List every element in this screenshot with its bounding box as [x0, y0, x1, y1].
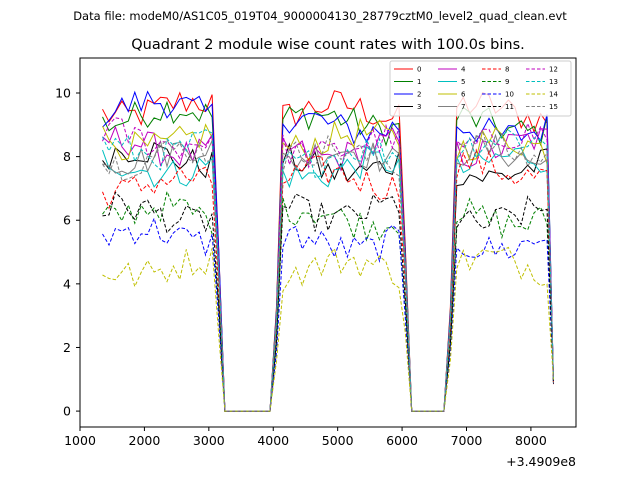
series-line-14 — [102, 246, 554, 412]
chart-suptitle: Data file: modeM0/AS1C05_019T04_90000041… — [73, 9, 567, 23]
legend-label-5: 5 — [461, 78, 465, 86]
axis-layer: 1000 2000 3000 4000 5000 6000 7000 8000 0 2 4 6 8 10 — [55, 85, 547, 448]
legend-label-8: 8 — [505, 66, 509, 74]
legend-label-14: 14 — [549, 91, 558, 99]
legend-label-0: 0 — [417, 66, 421, 74]
legend-label-12: 12 — [549, 66, 558, 74]
series-line-10 — [102, 217, 554, 412]
x-axis-offset-label: +3.4909e8 — [506, 454, 576, 469]
x-tick-label: 3000 — [193, 433, 225, 448]
y-tick-label: 2 — [63, 340, 71, 355]
y-tick-label: 0 — [63, 404, 71, 419]
legend-label-2: 2 — [417, 91, 421, 99]
legend-label-4: 4 — [461, 66, 466, 74]
series-line-13 — [102, 129, 554, 412]
series-line-9 — [102, 189, 554, 412]
legend-label-6: 6 — [461, 91, 466, 99]
legend-box — [389, 60, 572, 117]
x-tick-label: 2000 — [129, 433, 161, 448]
x-tick-label: 4000 — [257, 433, 289, 448]
legend-label-3: 3 — [417, 103, 421, 111]
x-tick-label: 1000 — [64, 433, 96, 448]
series-layer — [102, 90, 554, 412]
series-line-11 — [102, 191, 554, 412]
plot-frame — [79, 57, 577, 428]
legend-label-10: 10 — [505, 91, 514, 99]
legend-label-11: 11 — [505, 103, 514, 111]
y-tick-label: 4 — [63, 276, 71, 291]
y-tick-label: 6 — [63, 213, 71, 228]
y-tick-label: 10 — [55, 85, 71, 100]
series-line-12 — [102, 117, 554, 412]
legend-label-9: 9 — [505, 78, 509, 86]
chart-title: Quadrant 2 module wise count rates with … — [131, 37, 525, 53]
series-line-15 — [102, 130, 554, 412]
series-line-8 — [102, 148, 554, 412]
x-tick-label: 5000 — [322, 433, 354, 448]
legend-label-13: 13 — [549, 78, 558, 86]
y-tick-label: 8 — [63, 149, 71, 164]
x-tick-label: 6000 — [386, 433, 418, 448]
legend-label-7: 7 — [461, 103, 465, 111]
legend-label-15: 15 — [549, 103, 558, 111]
series-line-3 — [102, 142, 554, 412]
x-tick-label: 8000 — [515, 433, 547, 448]
legend-label-1: 1 — [417, 78, 421, 86]
x-tick-label: 7000 — [451, 433, 483, 448]
